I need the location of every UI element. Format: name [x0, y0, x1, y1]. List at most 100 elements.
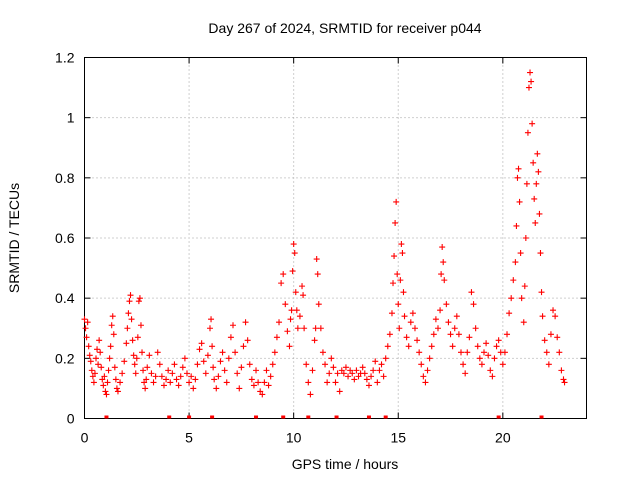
data-point [334, 370, 341, 377]
data-point [179, 364, 186, 371]
data-point [101, 373, 108, 380]
data-point [451, 325, 458, 332]
data-point [416, 349, 423, 356]
data-point [338, 367, 345, 374]
data-point [455, 331, 462, 338]
data-point [524, 129, 531, 136]
data-point [396, 325, 403, 332]
data-point [506, 310, 513, 317]
data-point [313, 256, 320, 263]
data-point [527, 69, 534, 76]
data-point [265, 382, 272, 389]
data-point [534, 150, 541, 157]
x-axis-label: GPS time / hours [292, 456, 399, 472]
data-point [493, 343, 500, 350]
data-point [388, 310, 395, 317]
y-tick-label: 0 [67, 411, 75, 427]
data-point [370, 367, 377, 374]
data-point [535, 168, 542, 175]
data-point [200, 358, 207, 365]
data-point [378, 361, 385, 368]
data-point [533, 180, 540, 187]
baseline-marker [187, 415, 192, 419]
baseline-marker [539, 415, 544, 419]
data-point [515, 165, 522, 172]
data-point [111, 364, 118, 371]
data-point [173, 376, 180, 383]
data-point [372, 358, 379, 365]
data-point [267, 373, 274, 380]
x-tick-label: 10 [286, 430, 302, 446]
data-point [384, 343, 391, 350]
data-point [287, 316, 294, 323]
data-point [190, 385, 197, 392]
data-point [382, 355, 389, 362]
data-point [324, 379, 331, 386]
data-point [311, 337, 318, 344]
data-point [512, 259, 519, 266]
data-point [244, 337, 251, 344]
data-point [103, 391, 110, 398]
data-point [336, 388, 343, 395]
data-point [392, 219, 399, 226]
data-point [107, 343, 114, 350]
data-point [133, 355, 140, 362]
data-point [109, 313, 116, 320]
data-point [83, 334, 90, 341]
data-point [113, 385, 120, 392]
data-point [447, 331, 454, 338]
data-point [142, 385, 149, 392]
data-point [106, 355, 113, 362]
data-point [96, 337, 103, 344]
data-point [520, 319, 527, 326]
data-point [129, 337, 136, 344]
data-point [208, 316, 215, 323]
data-point [192, 376, 199, 383]
data-point [84, 319, 91, 326]
y-tick-label: 0.4 [55, 290, 75, 306]
data-point [439, 244, 446, 251]
data-point [453, 313, 460, 320]
data-point [368, 373, 375, 380]
data-point [539, 313, 546, 320]
data-point [290, 241, 297, 248]
data-point [523, 180, 530, 187]
data-point [188, 373, 195, 380]
data-point [528, 78, 535, 85]
y-tick-label: 0.6 [55, 230, 75, 246]
data-point [411, 325, 418, 332]
data-point [82, 325, 89, 332]
data-point [428, 343, 435, 350]
data-point [127, 292, 134, 299]
data-point [513, 222, 520, 229]
data-point [219, 349, 226, 356]
data-point [460, 361, 467, 368]
data-point [303, 361, 310, 368]
data-point [89, 373, 96, 380]
data-point [464, 349, 471, 356]
data-point [177, 373, 184, 380]
x-tick-label: 0 [81, 430, 89, 446]
grid-lines [84, 57, 587, 419]
data-point [301, 325, 308, 332]
data-point [443, 301, 450, 308]
data-point [123, 340, 130, 347]
data-point [95, 361, 102, 368]
data-point [148, 370, 155, 377]
data-point [351, 376, 358, 383]
data-point [545, 361, 552, 368]
data-point [230, 322, 237, 329]
data-point [248, 376, 255, 383]
y-tick-label: 0.2 [55, 350, 75, 366]
data-point [312, 325, 319, 332]
data-point [293, 307, 300, 314]
data-point [234, 370, 241, 377]
data-point [154, 349, 161, 356]
data-point [94, 346, 101, 353]
baseline-marker [383, 415, 388, 419]
data-point [289, 268, 296, 275]
data-point [221, 367, 228, 374]
data-point [394, 271, 401, 278]
data-point [284, 328, 291, 335]
data-point [128, 316, 135, 323]
